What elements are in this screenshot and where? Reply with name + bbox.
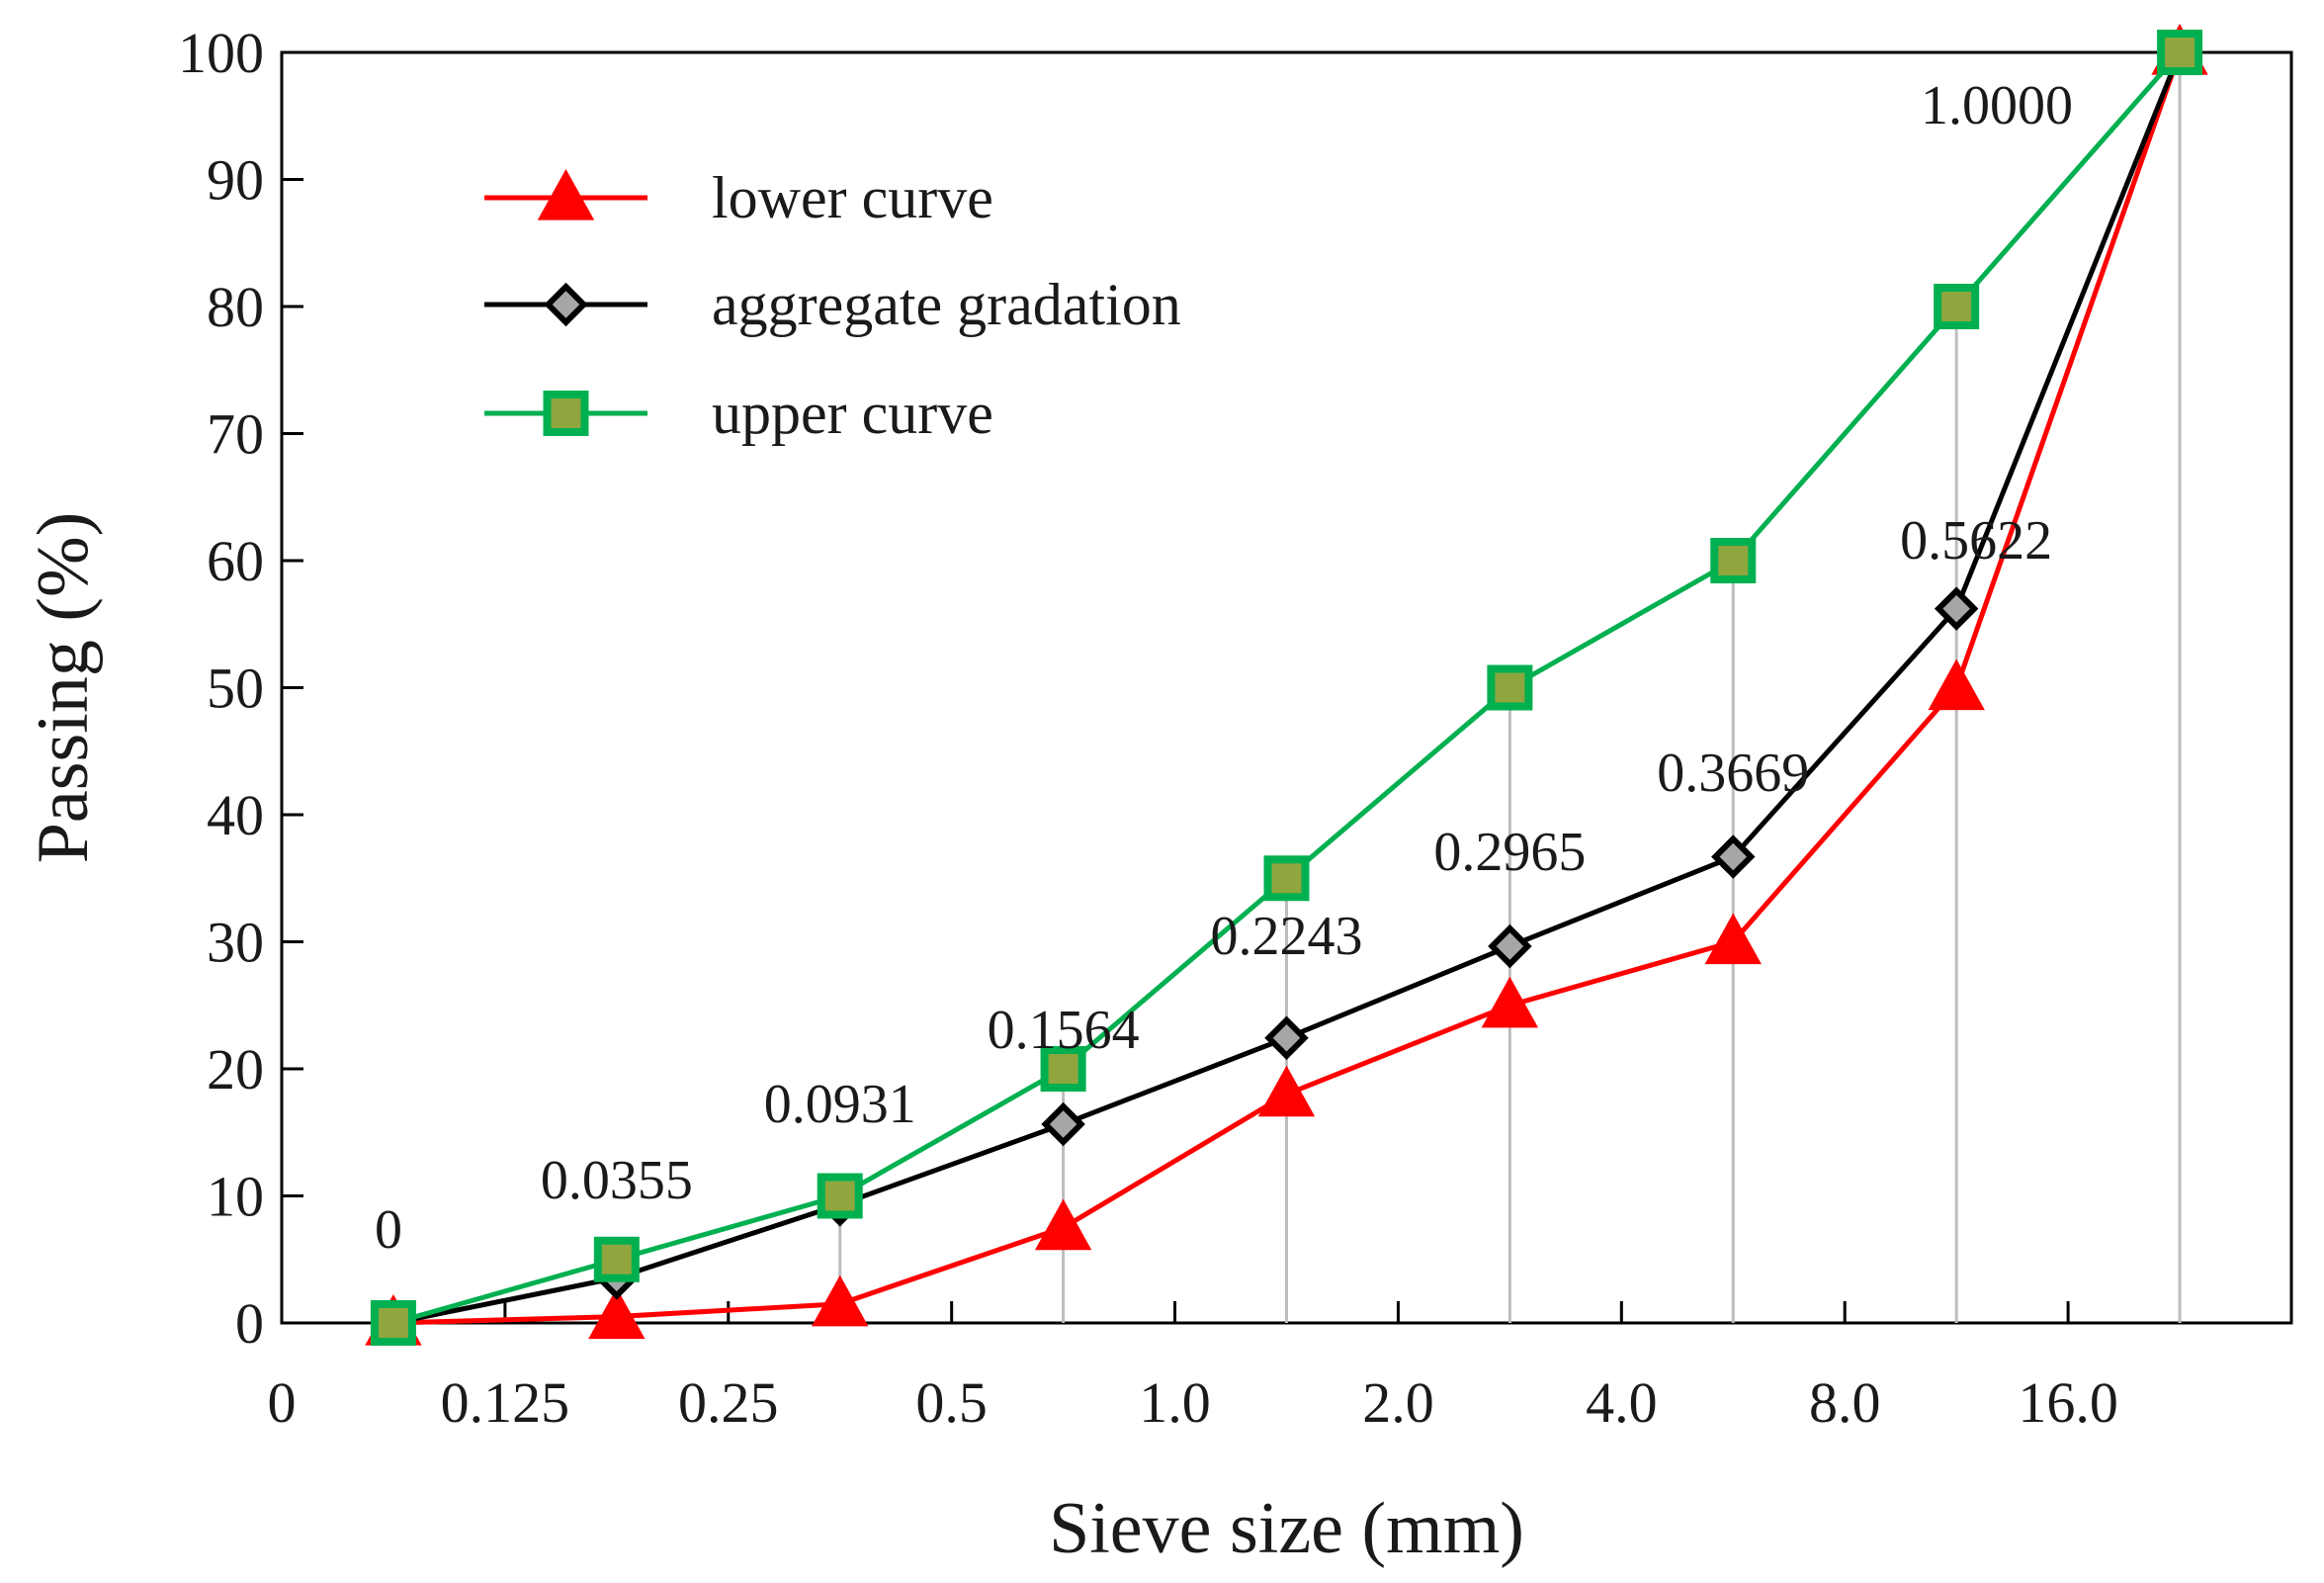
y-tick-label: 30 (207, 911, 264, 975)
x-tick-label: 16.0 (2018, 1370, 2118, 1435)
y-tick-label: 0 (235, 1291, 264, 1356)
x-tick-label: 0 (268, 1370, 297, 1435)
triangle-marker (1257, 1065, 1316, 1117)
y-tick-label: 40 (207, 783, 264, 847)
y-tick-label: 90 (207, 148, 264, 213)
gradation-value-label: 0.5622 (1900, 510, 2052, 572)
square-marker (2157, 30, 2203, 75)
triangle-marker (1481, 976, 1539, 1028)
y-tick-label: 100 (178, 21, 264, 85)
square-marker (1040, 1046, 1086, 1092)
square-marker (1487, 664, 1533, 711)
vertical-guide-lines (615, 52, 2182, 1323)
triangle-marker (1034, 1198, 1092, 1251)
gradation-value-label: 0.3669 (1657, 743, 1809, 804)
legend-triangle-marker (537, 168, 595, 220)
y-axis-title: Passing (%) (23, 512, 104, 864)
gradation-value-label: 0 (375, 1199, 402, 1261)
x-axis-title: Sieve size (mm) (1049, 1488, 1524, 1569)
gradation-value-label: 0.2243 (1211, 906, 1363, 967)
x-tick-label: 0.25 (678, 1370, 779, 1435)
x-tick-label: 8.0 (1809, 1370, 1881, 1435)
series-markers (365, 23, 2208, 1346)
square-marker (817, 1173, 863, 1219)
legend-label: upper curve (712, 381, 993, 446)
gradation-value-label: 0.2965 (1433, 822, 1586, 883)
y-tick-label: 10 (207, 1165, 264, 1229)
square-marker (1263, 855, 1310, 902)
legend: lower curve aggregate gradation upper curv… (484, 165, 1181, 446)
y-tick-label: 70 (207, 402, 264, 467)
gradation-value-label: 1.0000 (1921, 75, 2073, 136)
diamond-marker (1041, 1101, 1085, 1147)
diamond-marker (1264, 1015, 1309, 1061)
y-axis-ticks: 0 10 20 30 40 50 60 70 80 90 100 (178, 21, 303, 1356)
y-tick-label: 20 (207, 1037, 264, 1101)
triangle-marker (812, 1275, 869, 1327)
square-marker (1710, 538, 1757, 583)
triangle-marker (1704, 913, 1762, 965)
x-tick-label: 1.0 (1139, 1370, 1211, 1435)
x-tick-label: 0.5 (915, 1370, 988, 1435)
diamond-marker (1934, 586, 1979, 631)
x-tick-label: 4.0 (1586, 1370, 1658, 1435)
x-tick-label: 0.125 (441, 1370, 570, 1435)
gradation-value-label: 0.0931 (764, 1074, 916, 1135)
y-tick-label: 80 (207, 275, 264, 339)
triangle-marker (588, 1287, 646, 1340)
legend-square-marker (543, 391, 589, 436)
point-annotations: 0 0.0355 0.0931 0.1564 0.2243 0.2965 0.3669 0.5… (375, 75, 2073, 1261)
y-tick-label: 60 (207, 529, 264, 593)
diamond-marker (1711, 835, 1756, 879)
x-tick-label: 2.0 (1362, 1370, 1434, 1435)
gradation-value-label: 0.0355 (541, 1150, 693, 1211)
gradation-value-label: 0.1564 (988, 1000, 1140, 1061)
square-marker (593, 1236, 640, 1282)
x-axis-ticks: 0 0.125 0.25 0.5 1.0 2.0 4.0 8.0 16.0 (268, 1301, 2118, 1435)
diamond-marker (1488, 923, 1532, 969)
square-marker (370, 1300, 416, 1346)
legend-label: aggregate gradation (712, 272, 1181, 337)
triangle-marker (1928, 659, 1985, 711)
square-marker (1934, 284, 1980, 329)
legend-diamond-marker (544, 282, 588, 327)
legend-label: lower curve (712, 165, 993, 230)
y-tick-label: 50 (207, 657, 264, 721)
